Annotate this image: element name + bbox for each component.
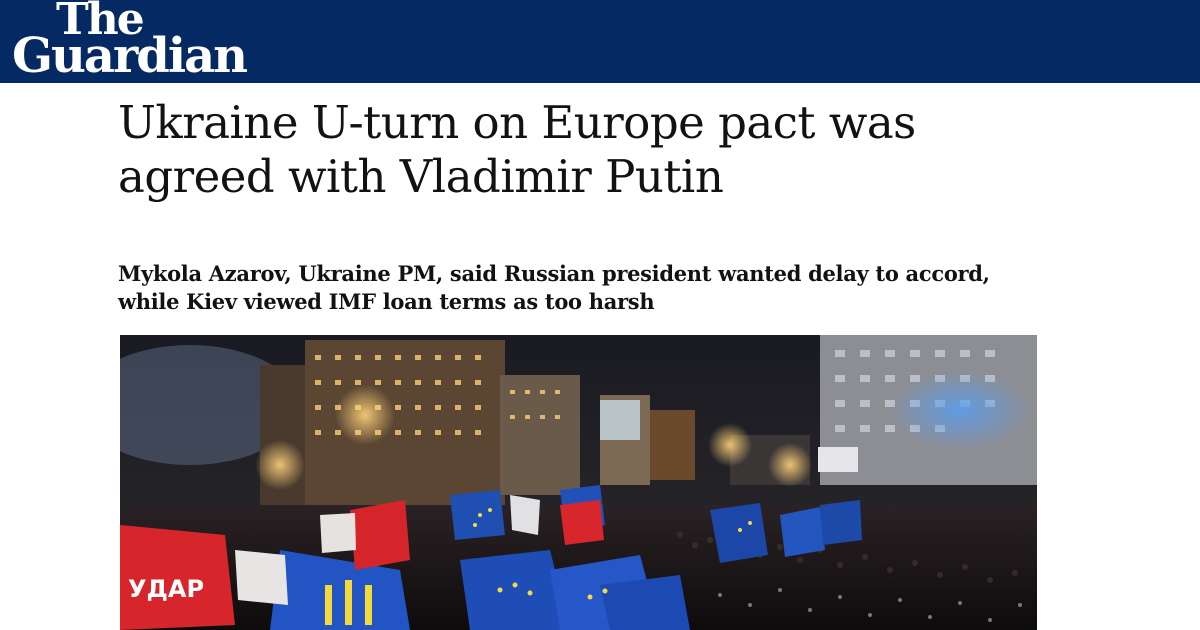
udar-flag-text: УДАР — [128, 575, 204, 603]
logo-the: The — [56, 0, 145, 45]
article-photo: УДАР — [120, 335, 1037, 630]
article-standfirst: Mykola Azarov, Ukraine PM, said Russian … — [118, 261, 990, 314]
guardian-logo[interactable]: The Guardian — [12, 0, 248, 84]
logo-guardian: Guardian — [12, 28, 248, 84]
flags: УДАР — [120, 485, 862, 630]
article-headline: Ukraine U-turn on Europe pact was agreed… — [118, 96, 916, 203]
masthead: The Guardian — [0, 0, 1200, 83]
